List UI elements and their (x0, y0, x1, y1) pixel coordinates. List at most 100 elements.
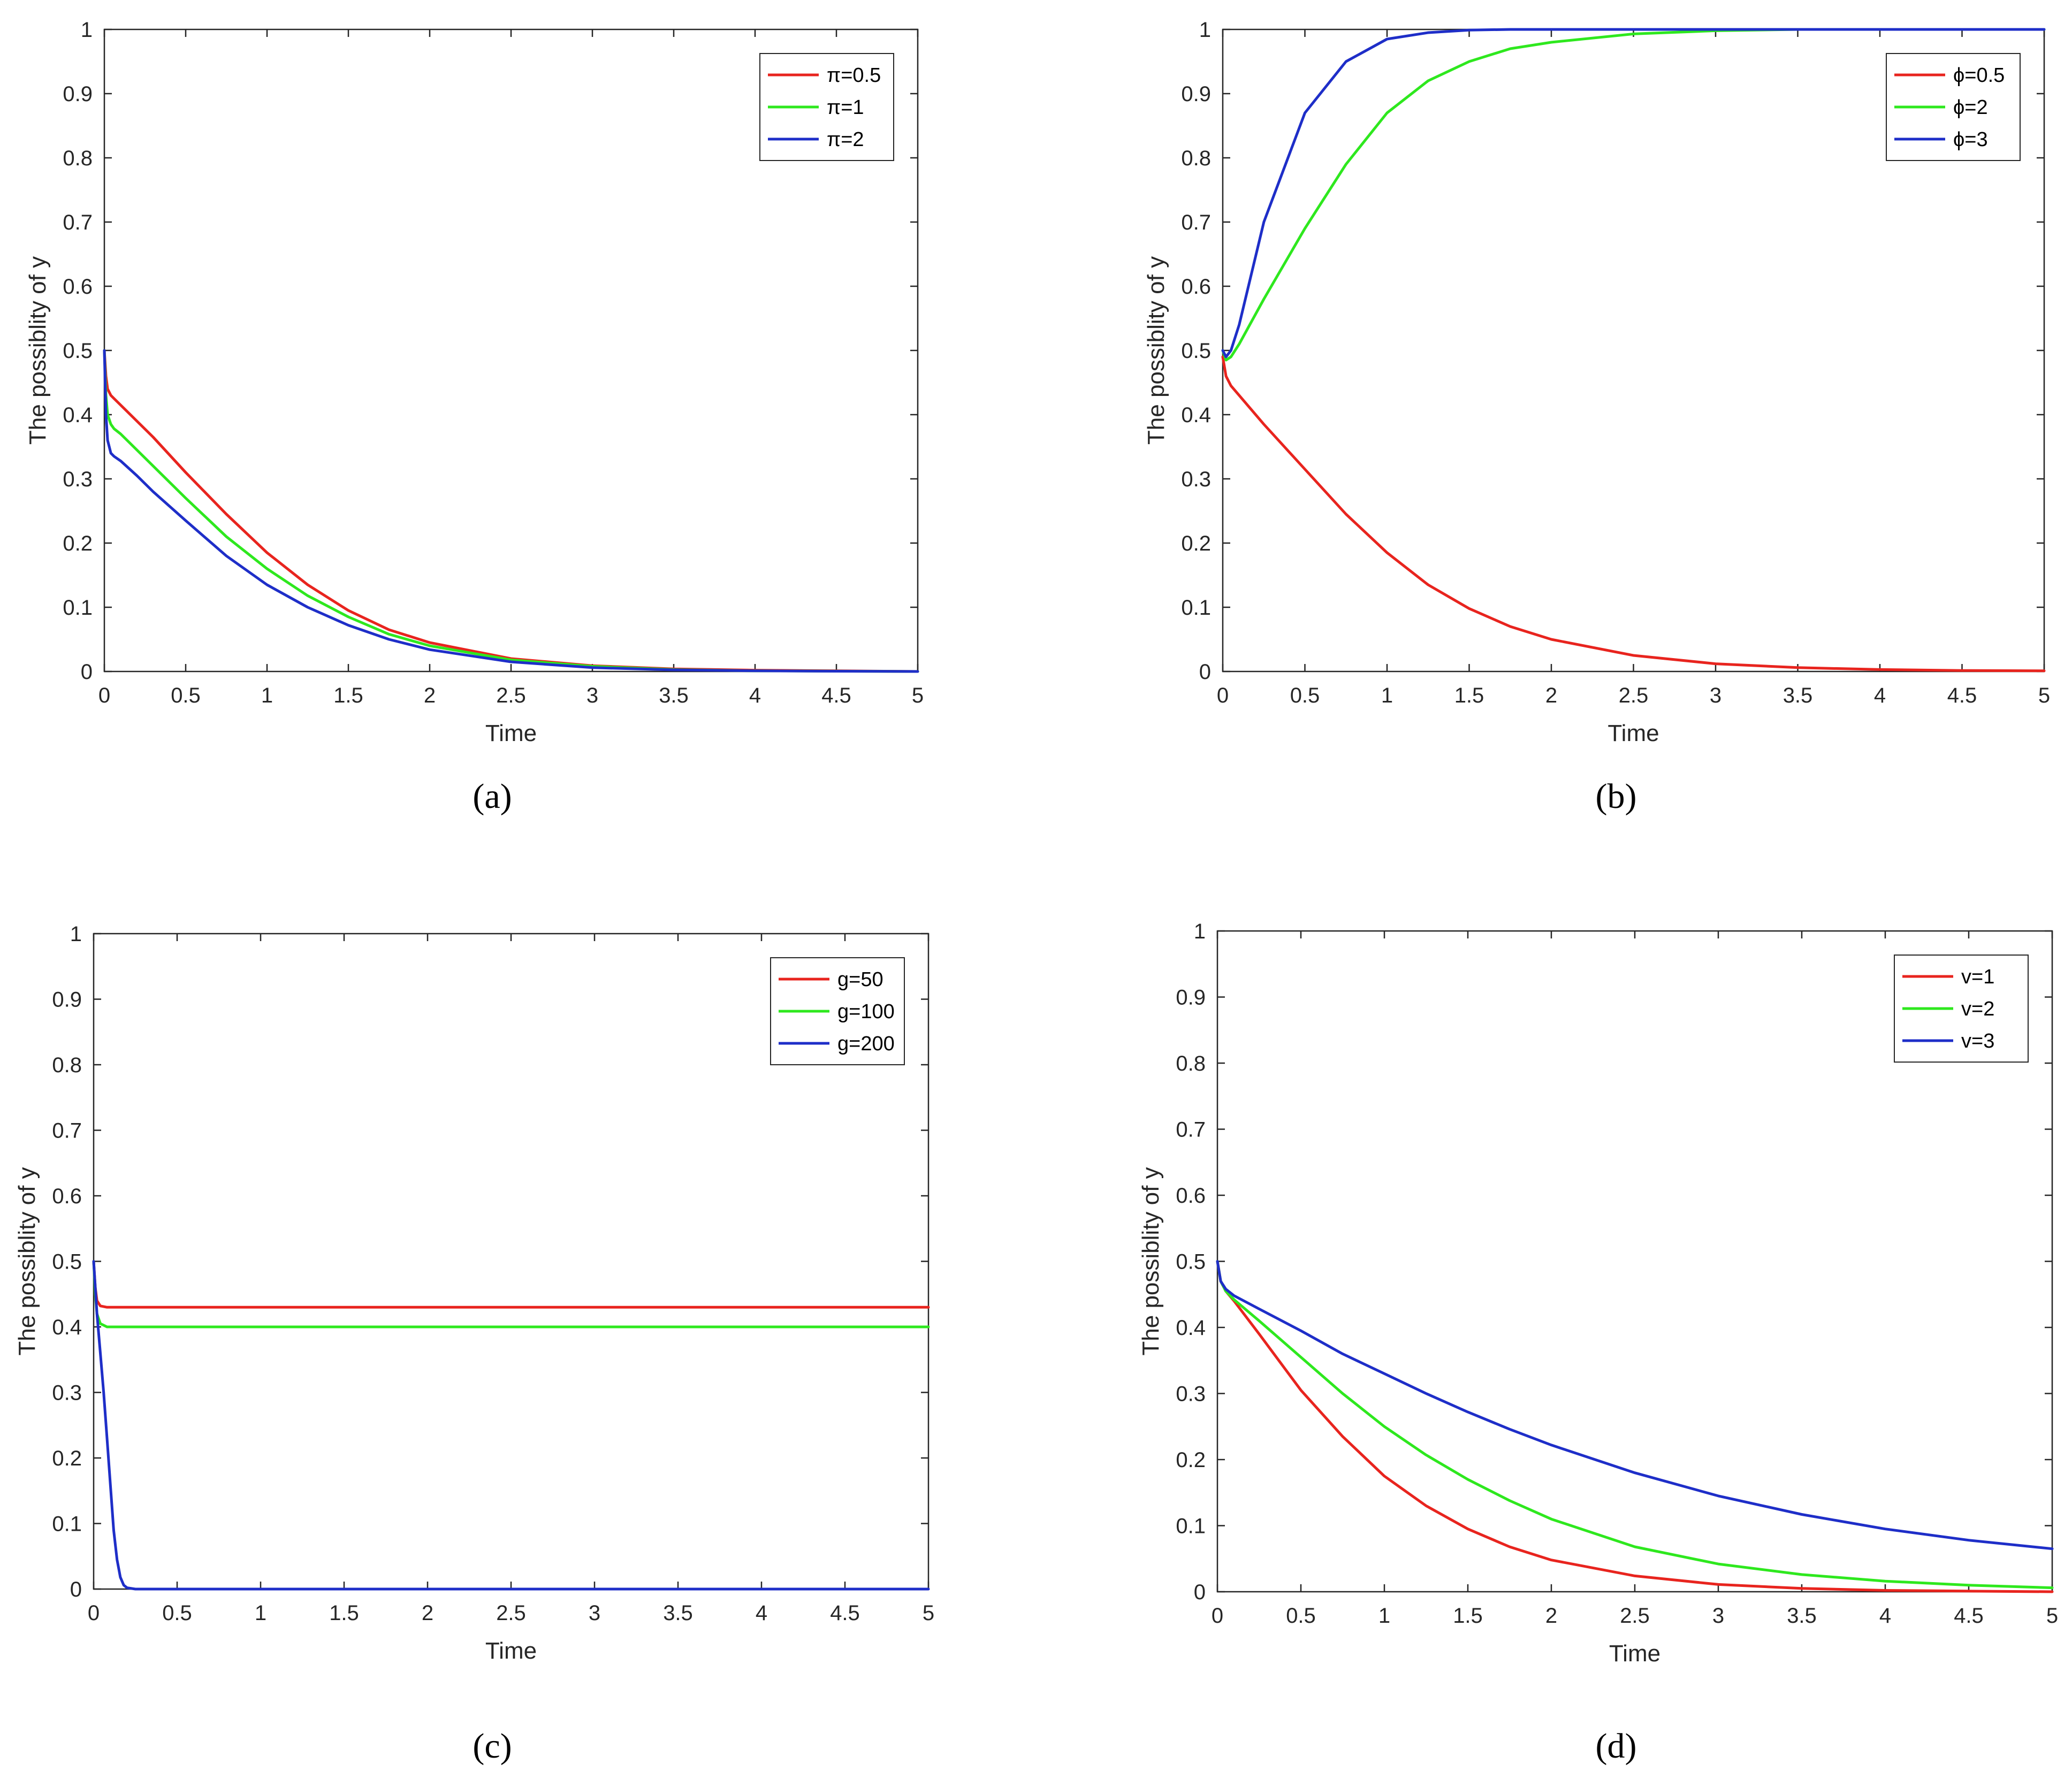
x-tick-label: 1 (261, 684, 273, 707)
legend: v=1 v=2 v=3 (1894, 955, 2029, 1063)
legend-label: π=1 (827, 96, 864, 119)
y-tick-label: 1 (81, 18, 93, 42)
y-tick-label: 0.6 (1181, 275, 1211, 299)
legend-label: ϕ=3 (1953, 128, 1988, 151)
y-tick-label: 0.5 (1181, 339, 1211, 363)
y-tick-label: 0.9 (52, 988, 82, 1012)
y-tick-label: 0.3 (52, 1381, 82, 1405)
series-line-3 (103, 349, 919, 673)
x-tick-label: 2 (424, 684, 436, 707)
y-tick-label: 0.1 (63, 596, 93, 620)
x-tick-label: 0 (88, 1601, 100, 1625)
x-tick-label: 5 (923, 1601, 934, 1625)
x-tick-label: 1 (1381, 684, 1393, 707)
x-tick-label: 4 (749, 684, 761, 707)
chart-panel-3: 0 0.5 1 1.5 2 2.5 3 3.5 4 4.5 5 0 0.1 0.2 0.3 0.4 0.5 0.6… (14, 922, 934, 1766)
legend-label: π=0.5 (827, 64, 881, 87)
x-tick-label: 1.5 (1454, 684, 1484, 707)
y-tick-label: 0.1 (1176, 1515, 1206, 1538)
x-tick-label: 2.5 (496, 1601, 526, 1625)
x-axis-label: Time (1608, 720, 1659, 746)
y-tick-label: 0 (81, 660, 93, 684)
y-tick-label: 0.8 (63, 147, 93, 170)
y-tick-label: 0.3 (1176, 1383, 1206, 1406)
legend: π=0.5 π=1 π=2 (759, 53, 894, 161)
chart-panel-1: 0 0.5 1 1.5 2 2.5 3 3.5 4 4.5 5 0 0.1 0.2 0.3 0.4 0.5 0.6… (25, 18, 924, 816)
y-tick-label: 0.5 (63, 339, 93, 363)
legend-box (770, 957, 905, 1065)
series-line-1 (1221, 355, 2046, 673)
y-tick-label: 0.2 (52, 1447, 82, 1470)
x-tick-label: 4.5 (1947, 684, 1977, 707)
x-tick-label: 0.5 (171, 684, 201, 707)
y-tick-label: 0.6 (1176, 1184, 1206, 1208)
x-tick-label: 3.5 (1787, 1604, 1817, 1628)
y-axis-label: The possiblity of y (14, 1167, 40, 1355)
y-tick-label: 0.6 (52, 1185, 82, 1208)
legend-label: ϕ=2 (1953, 96, 1988, 119)
x-tick-label: 3.5 (1783, 684, 1813, 707)
x-tick-label: 1.5 (329, 1601, 359, 1625)
y-tick-label: 0.9 (63, 82, 93, 106)
x-tick-label: 1 (255, 1601, 266, 1625)
legend-label: g=100 (837, 1001, 895, 1023)
legend-label: ϕ=0.5 (1953, 64, 2005, 87)
y-tick-label: 0.3 (1181, 468, 1211, 491)
y-tick-label: 0.4 (63, 403, 93, 427)
y-tick-label: 0 (1199, 660, 1211, 684)
x-tick-label: 1.5 (1453, 1604, 1483, 1628)
x-tick-label: 4.5 (1954, 1604, 1984, 1628)
y-tick-label: 0.5 (52, 1250, 82, 1274)
y-tick-label: 1 (1199, 18, 1211, 42)
x-tick-label: 0 (1217, 684, 1229, 707)
x-axis-label: Time (485, 1638, 537, 1664)
y-tick-label: 0 (70, 1578, 82, 1601)
y-tick-label: 0.4 (52, 1316, 82, 1339)
x-tick-label: 3 (1712, 1604, 1724, 1628)
x-tick-label: 4.5 (830, 1601, 860, 1625)
chart-panel-2: 0 0.5 1 1.5 2 2.5 3 3.5 4 4.5 5 0 0.1 0.2 0.3 0.4 0.5 0.6… (1143, 18, 2050, 816)
legend-label: v=1 (1961, 966, 1994, 988)
x-tick-label: 0.5 (162, 1601, 192, 1625)
y-tick-label: 0.2 (1176, 1448, 1206, 1472)
x-tick-label: 2 (422, 1601, 433, 1625)
panel-caption: (b) (1596, 777, 1637, 816)
x-tick-label: 4 (1874, 684, 1886, 707)
x-tick-label: 2.5 (1620, 1604, 1650, 1628)
legend-box (1886, 53, 2021, 161)
x-tick-label: 3.5 (663, 1601, 693, 1625)
x-tick-label: 4 (756, 1601, 767, 1625)
panel-caption: (d) (1596, 1727, 1637, 1766)
x-tick-label: 1.5 (333, 684, 363, 707)
x-axis-label: Time (1609, 1640, 1660, 1667)
x-tick-label: 4.5 (821, 684, 851, 707)
y-tick-label: 0.7 (1176, 1118, 1206, 1142)
y-tick-label: 0.7 (63, 211, 93, 234)
y-tick-label: 0.7 (1181, 211, 1211, 234)
x-tick-label: 2.5 (1619, 684, 1649, 707)
series-line-3 (1221, 28, 2046, 358)
y-axis-label: The possiblity of y (1143, 256, 1169, 445)
y-tick-label: 0.4 (1176, 1316, 1206, 1340)
y-tick-label: 0.8 (1176, 1052, 1206, 1075)
x-tick-label: 5 (2046, 1604, 2058, 1628)
legend-label: v=3 (1961, 1030, 1994, 1052)
y-axis-label: The possiblity of y (1138, 1167, 1164, 1355)
y-tick-label: 0.2 (63, 532, 93, 555)
legend-label: π=2 (827, 128, 864, 151)
x-tick-label: 3 (589, 1601, 600, 1625)
legend-label: v=2 (1961, 998, 1994, 1020)
y-tick-label: 0.8 (52, 1053, 82, 1077)
x-tick-label: 2 (1545, 1604, 1557, 1628)
legend: g=50 g=100 g=200 (770, 957, 905, 1065)
x-tick-label: 3.5 (659, 684, 689, 707)
y-tick-label: 0.7 (52, 1119, 82, 1143)
series-line-3 (1216, 1260, 2054, 1551)
y-tick-label: 0.6 (63, 275, 93, 299)
y-axis-label: The possiblity of y (25, 256, 51, 445)
legend: ϕ=0.5 ϕ=2 ϕ=3 (1886, 53, 2021, 161)
legend-label: g=200 (837, 1033, 895, 1055)
panel-caption: (c) (473, 1727, 512, 1766)
x-tick-label: 2.5 (496, 684, 526, 707)
y-tick-label: 0.3 (63, 468, 93, 491)
